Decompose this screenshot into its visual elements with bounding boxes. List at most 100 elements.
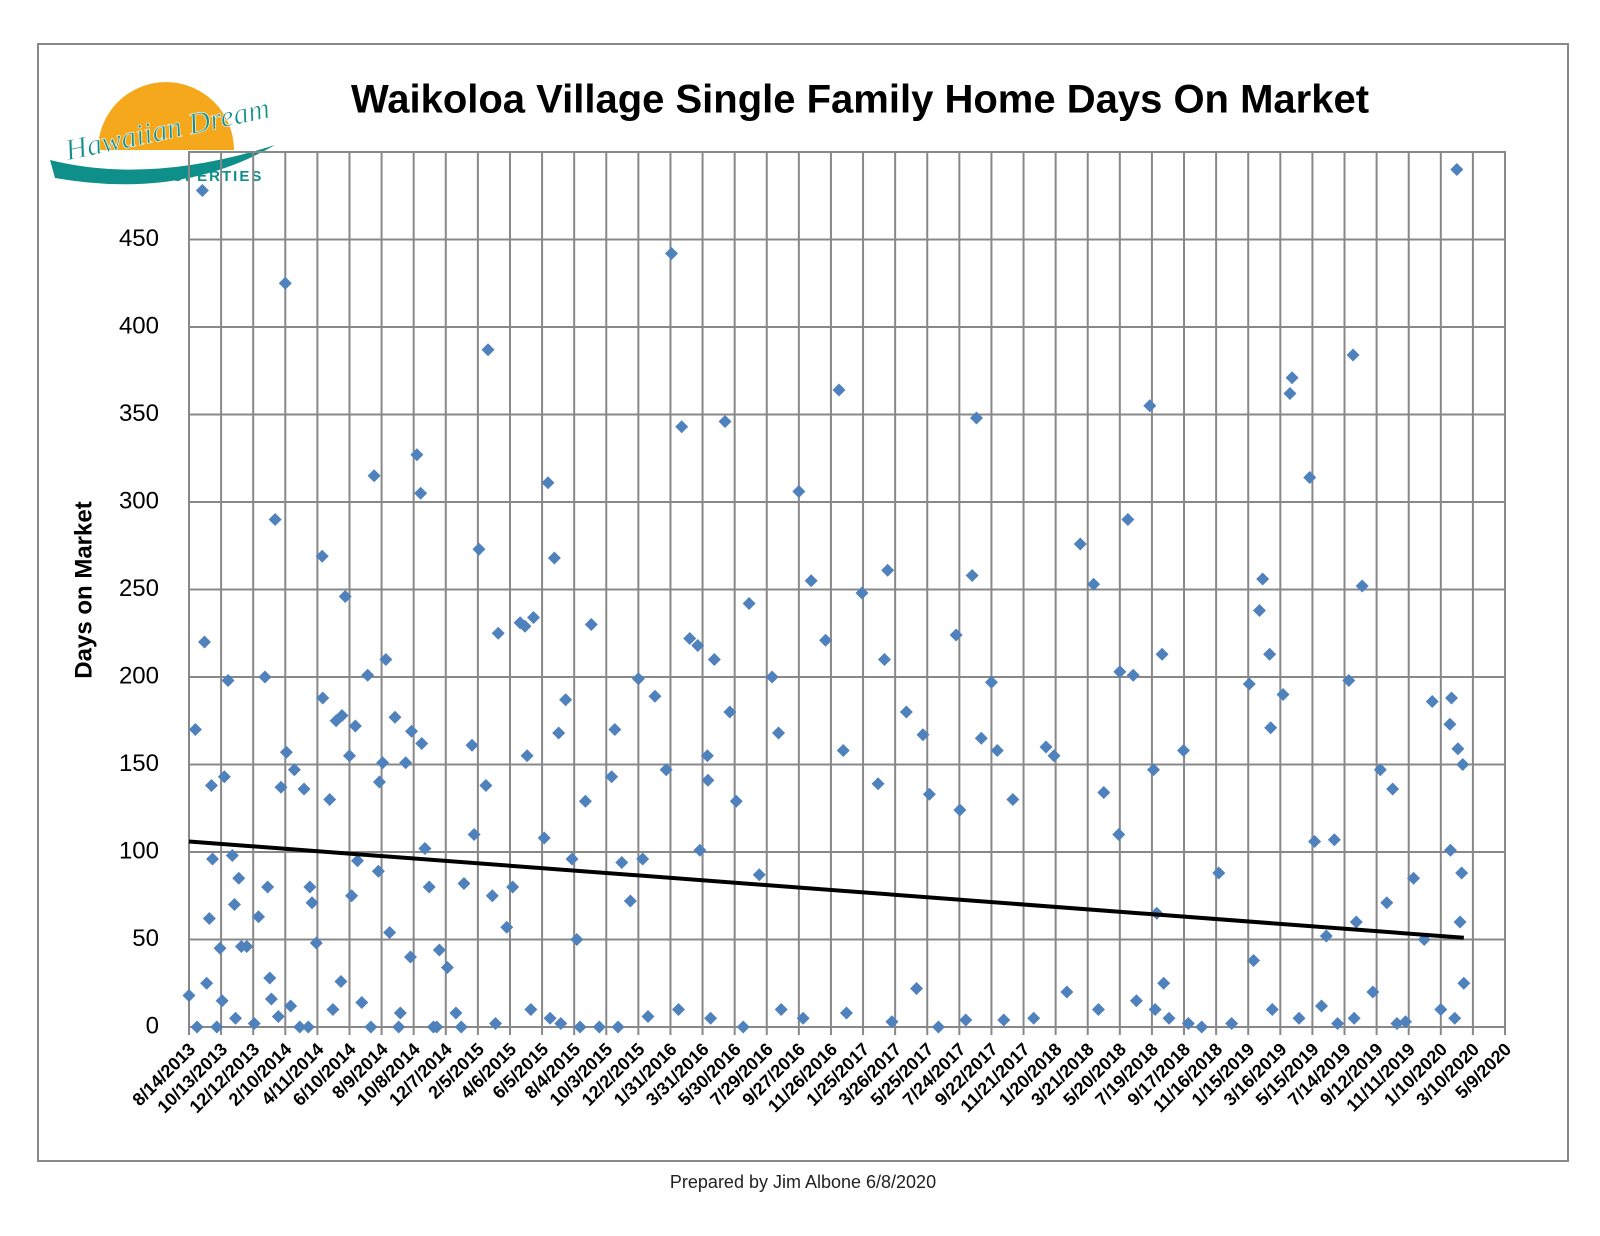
point [1112,828,1126,841]
point [570,933,584,946]
point [1212,866,1226,880]
point [1453,915,1467,929]
point [263,971,277,985]
point [221,674,235,687]
point [410,448,424,462]
point [1276,688,1290,701]
point [1434,1003,1448,1016]
point [367,469,381,483]
point [440,961,454,974]
point [1126,668,1140,682]
point [543,1011,557,1025]
point [415,737,429,750]
point [465,738,479,752]
point [1162,1011,1176,1025]
point [969,411,983,425]
point [467,828,481,841]
point [855,586,869,600]
point [418,842,432,855]
y-tick-label: 450 [119,225,159,252]
point [871,777,885,791]
point [671,1003,685,1016]
point [284,999,298,1013]
point [1265,1003,1279,1016]
point [392,1020,406,1034]
logo-sun [98,82,234,150]
point [1157,976,1171,990]
point [1073,537,1087,551]
y-tick-label: 300 [119,487,159,514]
point [965,569,979,582]
point [527,611,541,624]
point [615,856,629,869]
point [1386,782,1400,796]
point [554,1017,568,1030]
point [1315,999,1329,1013]
point [1252,604,1266,617]
point [303,880,317,894]
point [383,926,397,939]
point [1148,1003,1162,1016]
point [765,670,779,684]
point [454,1020,468,1034]
point [258,670,272,684]
point [316,691,330,705]
point [1121,513,1135,526]
point [1445,691,1459,705]
point [195,184,209,197]
point [899,705,913,719]
point [1347,1011,1361,1025]
point [742,597,756,610]
point [449,1006,463,1020]
point [315,549,329,563]
point [309,936,323,950]
y-tick-label: 0 [146,1012,159,1039]
point [631,672,645,686]
point [252,910,266,924]
point [1027,1011,1041,1025]
point [210,1020,224,1034]
point [1425,695,1439,708]
y-tick-label: 200 [119,662,159,689]
point [877,653,891,666]
point [361,668,375,682]
point [1113,665,1127,679]
point [1450,163,1464,176]
point [804,574,818,588]
point [559,693,573,707]
point [355,996,369,1009]
point [1303,471,1317,484]
point [584,618,598,631]
point [182,989,196,1002]
point [500,920,514,934]
point [832,383,846,397]
point [334,975,348,988]
point [552,726,566,740]
point [457,877,471,890]
point [565,852,579,866]
point [1147,763,1161,777]
point [1283,387,1297,400]
point [1225,1017,1239,1030]
point [351,854,365,868]
point [240,940,254,953]
point [1242,677,1256,691]
point [700,749,714,763]
point [1349,915,1363,929]
point [200,976,214,990]
point [271,1010,285,1023]
point [518,619,532,633]
point [323,793,337,806]
point [364,1020,378,1034]
point [247,1017,261,1030]
point [683,632,697,645]
point [225,849,239,862]
point [774,1003,788,1016]
point [485,889,499,903]
point [836,744,850,757]
point [990,744,1004,757]
point [371,864,385,878]
point [206,852,220,866]
